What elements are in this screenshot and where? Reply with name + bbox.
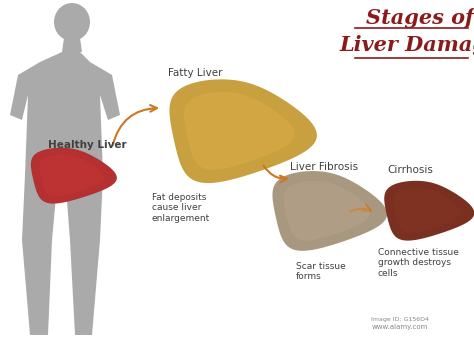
Polygon shape — [31, 148, 117, 204]
Polygon shape — [62, 38, 82, 52]
Text: Liver Fibrosis: Liver Fibrosis — [290, 162, 358, 172]
Text: Cirrhosis: Cirrhosis — [387, 165, 433, 175]
Text: Scar tissue
forms: Scar tissue forms — [296, 262, 346, 281]
Polygon shape — [284, 181, 370, 241]
Polygon shape — [184, 92, 295, 170]
Text: Image ID: G156D4: Image ID: G156D4 — [371, 317, 429, 322]
Polygon shape — [170, 79, 317, 183]
Text: Connective tissue
growth destroys
cells: Connective tissue growth destroys cells — [378, 248, 459, 278]
Polygon shape — [384, 181, 474, 241]
Ellipse shape — [54, 3, 90, 41]
Polygon shape — [10, 52, 120, 335]
Polygon shape — [273, 171, 387, 251]
Text: Stages of: Stages of — [366, 8, 474, 28]
Text: Liver Damage: Liver Damage — [339, 35, 474, 55]
Polygon shape — [393, 188, 461, 233]
Text: Healthy Liver: Healthy Liver — [48, 140, 127, 150]
Polygon shape — [39, 155, 104, 196]
Text: Fat deposits
cause liver
enlargement: Fat deposits cause liver enlargement — [152, 193, 210, 223]
Text: Fatty Liver: Fatty Liver — [168, 68, 222, 78]
Text: www.alamy.com: www.alamy.com — [372, 324, 428, 330]
